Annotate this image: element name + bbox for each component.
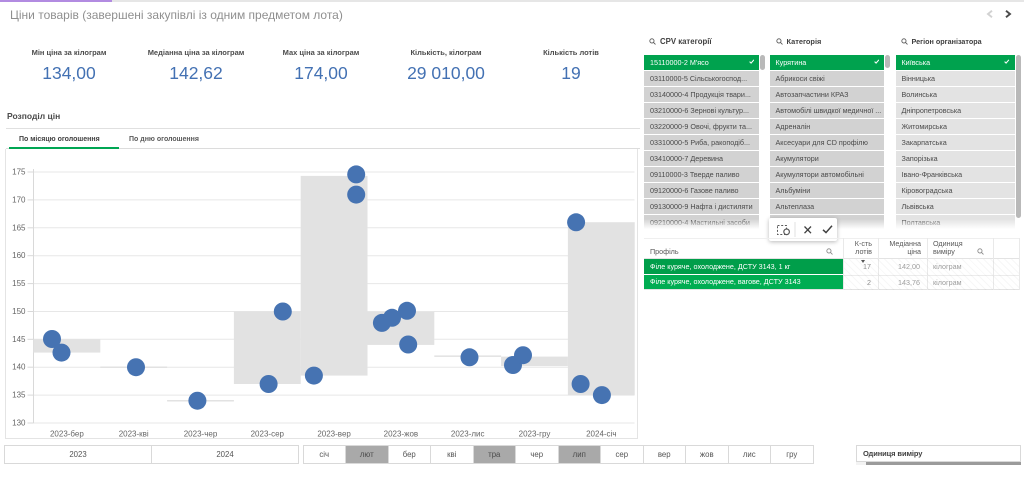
svg-text:145: 145: [12, 335, 26, 344]
svg-text:2023-лис: 2023-лис: [451, 430, 485, 439]
svg-text:175: 175: [12, 168, 26, 177]
svg-text:2023-вер: 2023-вер: [317, 430, 351, 439]
svg-text:150: 150: [12, 307, 26, 316]
svg-text:130: 130: [12, 419, 26, 428]
svg-text:2023-гру: 2023-гру: [519, 430, 551, 439]
svg-text:2023-кві: 2023-кві: [119, 430, 149, 439]
svg-text:160: 160: [12, 251, 26, 260]
svg-text:2023-жов: 2023-жов: [384, 430, 419, 439]
svg-text:135: 135: [12, 391, 26, 400]
svg-text:165: 165: [12, 223, 26, 232]
svg-text:140: 140: [12, 363, 26, 372]
svg-text:155: 155: [12, 279, 26, 288]
svg-text:2023-сер: 2023-сер: [251, 430, 285, 439]
svg-text:2024-січ: 2024-січ: [586, 430, 616, 439]
svg-text:2023-чер: 2023-чер: [184, 430, 218, 439]
svg-text:2023-бер: 2023-бер: [50, 430, 84, 439]
svg-text:170: 170: [12, 195, 26, 204]
